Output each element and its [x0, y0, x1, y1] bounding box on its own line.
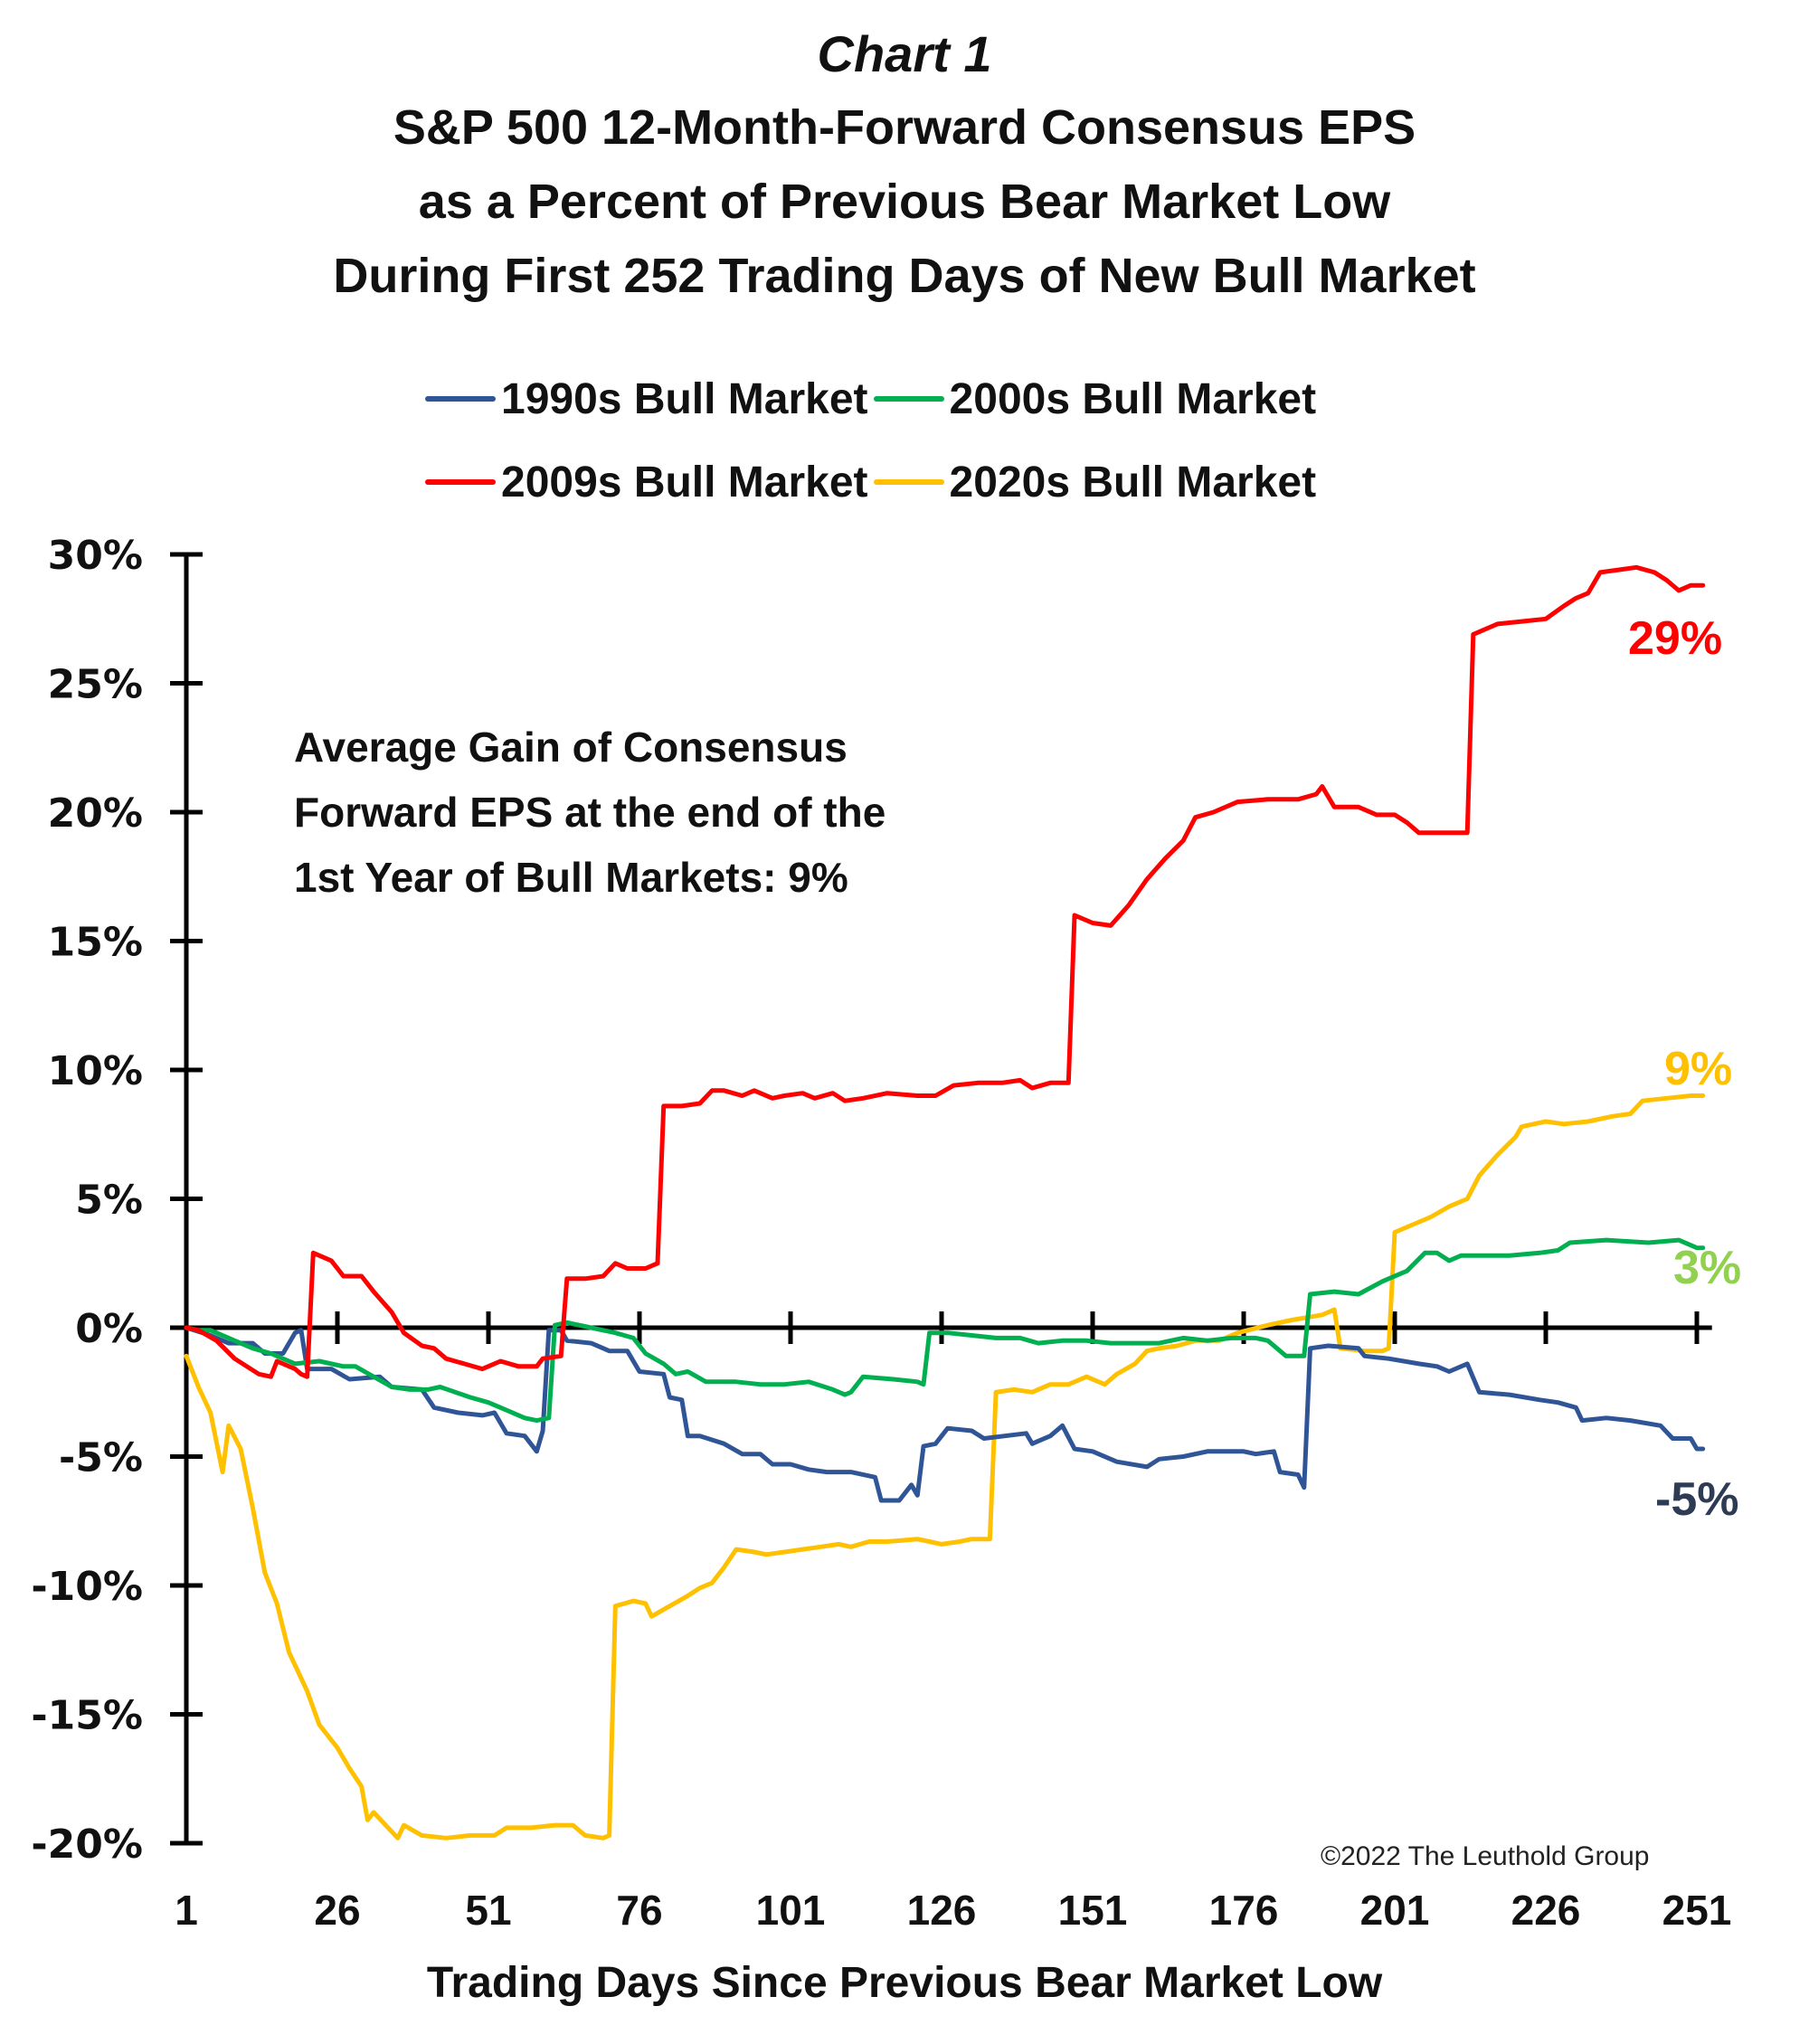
legend-label-2020s: 2020s Bull Market	[949, 458, 1317, 506]
y-tick-label: 0%	[75, 1306, 143, 1352]
y-tick-label: -10%	[31, 1564, 143, 1610]
legend-swatch-2000s	[873, 396, 944, 402]
legend-item-2020s: 2020s Bull Market	[873, 458, 1317, 507]
chart-number: Chart 1	[817, 25, 992, 82]
x-tick-label: 201	[1360, 1887, 1430, 1934]
end-label-2009s: 29%	[1628, 612, 1723, 665]
series-line-1990s	[184, 1325, 1706, 1503]
x-tick-label: 76	[616, 1887, 662, 1934]
average-gain-annotation: Average Gain of Consensus Forward EPS at…	[294, 714, 886, 910]
legend-label-2009s: 2009s Bull Market	[501, 458, 868, 506]
legend-item-2009s: 2009s Bull Market	[425, 458, 868, 507]
y-tick-label: -20%	[31, 1822, 143, 1868]
x-tick-label: 126	[907, 1887, 977, 1934]
x-tick-label: 226	[1511, 1887, 1581, 1934]
x-tick-label: 176	[1209, 1887, 1279, 1934]
legend-swatch-2020s	[873, 479, 944, 485]
chart-title-line-2: as a Percent of Previous Bear Market Low	[418, 175, 1391, 229]
y-tick-label: 30%	[48, 533, 143, 579]
x-tick-label: 1	[175, 1887, 198, 1934]
copyright-notice: ©2022 The Leuthold Group	[1321, 1841, 1650, 1871]
y-tick-label: 25%	[48, 662, 143, 708]
end-label-1990s: -5%	[1655, 1473, 1739, 1526]
annotation-line-2: Forward EPS at the end of the	[294, 789, 886, 836]
legend-swatch-1990s	[425, 396, 496, 402]
chart-title-line-3: During First 252 Trading Days of New Bul…	[333, 249, 1476, 303]
y-tick-label: 20%	[48, 790, 143, 837]
chart-title-line-1: S&P 500 12-Month-Forward Consensus EPS	[393, 100, 1416, 155]
legend-item-2000s: 2000s Bull Market	[873, 374, 1317, 424]
x-axis-title: Trading Days Since Previous Bear Market …	[426, 1959, 1383, 2007]
y-tick-label: -5%	[59, 1435, 143, 1481]
x-tick-label: 251	[1662, 1887, 1732, 1934]
series-line-2009s	[184, 564, 1706, 1379]
legend-label-2000s: 2000s Bull Market	[949, 374, 1317, 423]
y-tick-label: -15%	[31, 1693, 143, 1739]
y-tick-label: 15%	[48, 920, 143, 966]
x-tick-label: 51	[465, 1887, 511, 1934]
series-line-2020s	[184, 1093, 1706, 1841]
y-tick-label: 10%	[48, 1048, 143, 1094]
chart-legend: 1990s Bull Market 2000s Bull Market 2009…	[425, 357, 1420, 524]
end-label-2000s: 3%	[1673, 1242, 1742, 1294]
legend-swatch-2009s	[425, 479, 496, 485]
y-tick-label: 5%	[75, 1178, 143, 1224]
x-tick-label: 151	[1058, 1887, 1128, 1934]
legend-item-1990s: 1990s Bull Market	[425, 374, 868, 424]
annotation-line-3: 1st Year of Bull Markets: 9%	[294, 854, 848, 901]
series-line-2000s	[184, 1237, 1706, 1424]
x-tick-label: 26	[314, 1887, 360, 1934]
end-label-2020s: 9%	[1664, 1043, 1733, 1095]
annotation-line-1: Average Gain of Consensus	[294, 724, 848, 771]
legend-label-1990s: 1990s Bull Market	[501, 374, 868, 423]
chart-title-block: Chart 1 S&P 500 12-Month-Forward Consens…	[0, 18, 1809, 313]
x-tick-label: 101	[756, 1887, 826, 1934]
